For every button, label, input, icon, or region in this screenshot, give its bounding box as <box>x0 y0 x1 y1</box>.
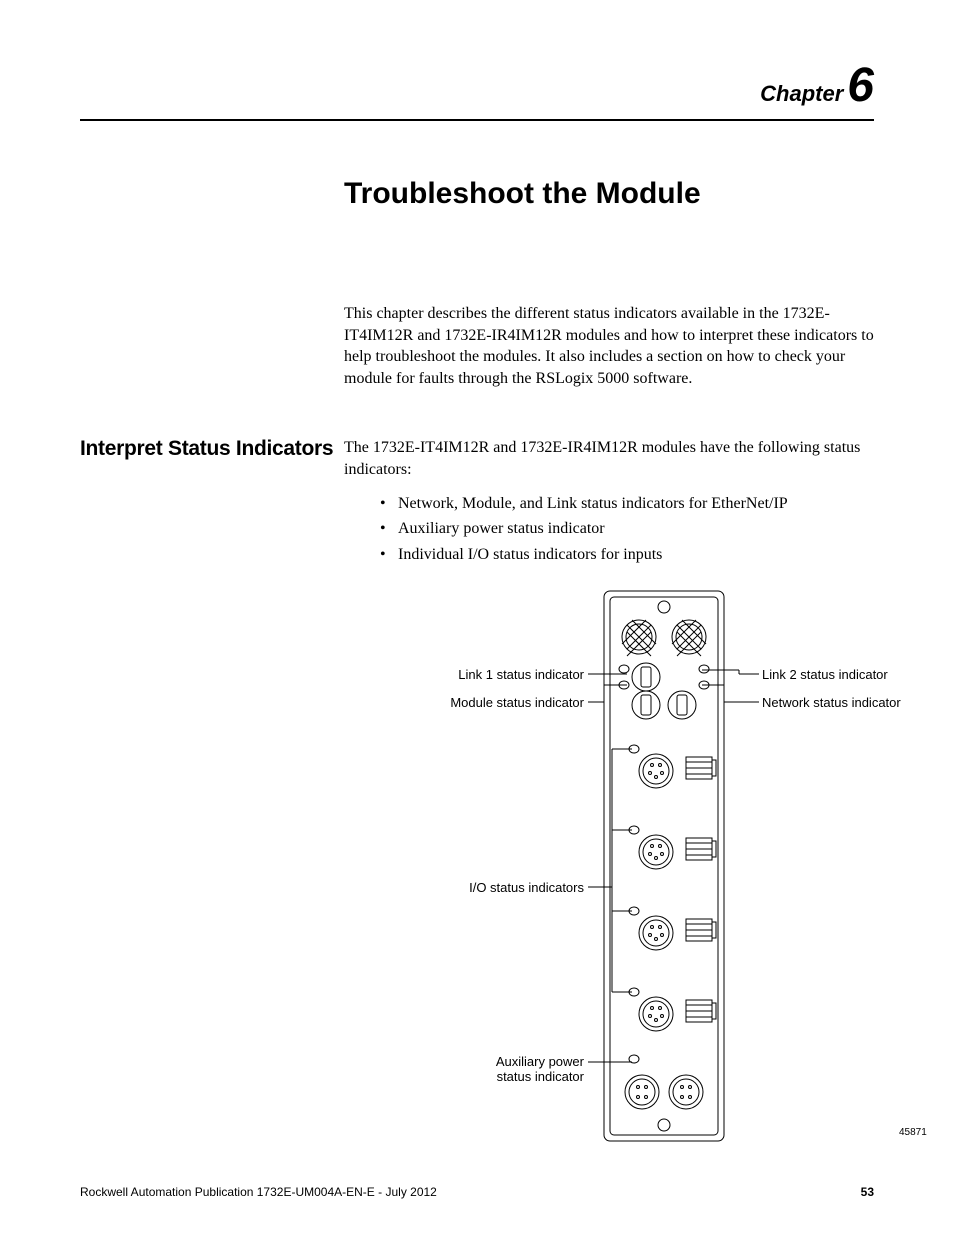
bullet-item: Auxiliary power status indicator <box>380 516 874 542</box>
header-rule <box>80 119 874 121</box>
intro-paragraph: This chapter describes the different sta… <box>344 303 874 389</box>
bullet-item: Network, Module, and Link status indicat… <box>380 491 874 517</box>
module-diagram: Link 1 status indicator Module status in… <box>344 587 944 1157</box>
section-body: The 1732E-IT4IM12R and 1732E-IR4IM12R mo… <box>344 437 874 480</box>
leader-lines-icon <box>344 587 944 1157</box>
page-footer: Rockwell Automation Publication 1732E-UM… <box>80 1185 874 1199</box>
page-number: 53 <box>861 1185 874 1199</box>
page-title: Troubleshoot the Module <box>344 177 874 211</box>
bullet-item: Individual I/O status indicators for inp… <box>380 542 874 568</box>
section-heading: Interpret Status Indicators <box>80 437 344 461</box>
chapter-label: Chapter <box>760 81 843 106</box>
bullet-list: Network, Module, and Link status indicat… <box>380 491 874 568</box>
chapter-header: Chapter6 <box>80 58 874 113</box>
chapter-number: 6 <box>847 59 874 112</box>
section-row: Interpret Status Indicators The 1732E-IT… <box>80 437 874 480</box>
publication-info: Rockwell Automation Publication 1732E-UM… <box>80 1185 437 1199</box>
page: Chapter6 Troubleshoot the Module This ch… <box>0 0 954 1235</box>
